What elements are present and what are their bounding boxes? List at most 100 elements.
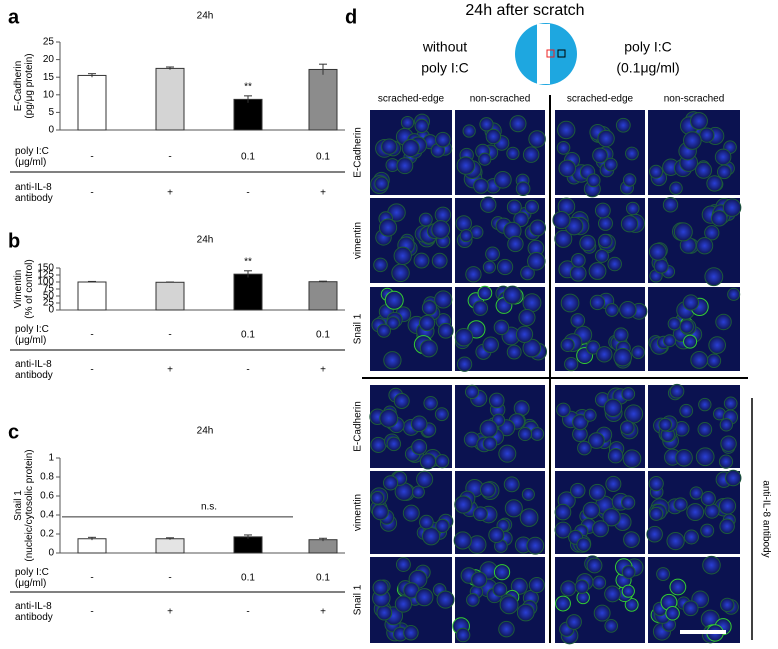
row-label: E-Cadherin <box>353 127 364 178</box>
nucleus <box>720 597 735 612</box>
nucleus <box>604 585 621 603</box>
nucleus <box>588 262 607 280</box>
nucleus <box>466 593 480 607</box>
row-label-line: antibody <box>15 370 53 381</box>
nucleus <box>376 604 393 621</box>
nucleus <box>663 334 677 348</box>
nucleus <box>530 427 545 441</box>
nucleus <box>556 402 571 418</box>
column-label: non-scrached <box>664 94 725 105</box>
nucleus <box>673 222 693 242</box>
nucleus <box>506 199 522 215</box>
nucleus <box>586 557 603 574</box>
row-label-line: antibody <box>15 193 53 204</box>
nucleus <box>372 579 389 596</box>
nucleus <box>597 215 614 231</box>
nucleus <box>378 218 398 237</box>
nucleus <box>477 285 493 301</box>
nucleus <box>666 531 685 551</box>
row-label-line: poly I:C <box>15 567 49 578</box>
row-cell: - <box>90 607 93 618</box>
nucleus <box>574 579 590 594</box>
nucleus <box>411 438 428 455</box>
y-axis-label-line: (nucleic/cytosolic protein) <box>24 449 35 561</box>
nucleus <box>393 246 412 265</box>
nucleus <box>431 220 451 239</box>
nucleus <box>411 485 425 499</box>
nucleus <box>521 487 535 501</box>
nucleus <box>400 115 415 130</box>
nucleus <box>622 449 642 469</box>
nucleus <box>682 294 700 311</box>
group-label: without <box>422 39 467 55</box>
scratch-icon-box <box>557 49 566 58</box>
nucleus <box>669 181 683 195</box>
nucleus <box>596 346 613 363</box>
row-label: poly I:C (μg/ml) <box>15 567 49 589</box>
nucleus <box>711 210 728 227</box>
nucleus <box>383 351 402 370</box>
row-cell: - <box>168 152 171 163</box>
row-cell: - <box>90 152 93 163</box>
nucleus <box>727 287 741 301</box>
side-label: anti-IL-8 antibody <box>760 480 771 557</box>
nucleus <box>603 157 618 172</box>
nucleus <box>683 131 702 150</box>
nucleus <box>631 345 645 360</box>
nucleus <box>714 148 732 166</box>
nucleus <box>560 337 575 352</box>
nucleus <box>419 339 438 358</box>
nucleus <box>656 567 670 581</box>
nucleus <box>493 319 510 336</box>
row-label: vimentin <box>353 494 364 531</box>
nucleus <box>577 440 592 456</box>
nucleus <box>499 595 519 615</box>
row-label-line: anti-IL-8 <box>15 182 52 193</box>
y-tick-label: 0.4 <box>40 510 54 521</box>
nucleus <box>620 215 639 233</box>
nucleus <box>720 435 737 452</box>
nucleus <box>582 501 600 519</box>
column-label: non-scrached <box>470 94 531 105</box>
nucleus <box>410 415 428 433</box>
nucleus <box>658 417 673 432</box>
nucleus <box>381 138 398 155</box>
scratch-icon-band <box>537 24 550 84</box>
row-label: anti-IL-8 antibody <box>15 182 53 204</box>
row-label-line: (μg/ml) <box>15 335 46 346</box>
nucleus <box>509 115 527 133</box>
nucleus <box>504 499 523 518</box>
nucleus <box>513 211 529 228</box>
row-cell: - <box>90 188 93 199</box>
nucleus <box>518 427 533 442</box>
nucleus <box>370 491 385 505</box>
nucleus <box>485 128 502 145</box>
row-label: vimentin <box>353 222 364 259</box>
nucleus <box>554 503 572 521</box>
nucleus <box>395 556 411 572</box>
nucleus <box>621 584 635 598</box>
nucleus <box>558 159 576 178</box>
nucleus <box>698 397 712 412</box>
nucleus <box>423 395 438 411</box>
nucleus <box>602 508 621 527</box>
nucleus <box>493 564 511 581</box>
nucleus <box>594 202 611 219</box>
nucleus <box>619 420 635 435</box>
nucleus <box>722 198 742 217</box>
row-label-line: poly I:C <box>15 146 49 157</box>
nucleus <box>376 323 391 338</box>
nucleus <box>419 514 434 530</box>
nucleus <box>524 199 540 214</box>
nucleus <box>528 577 545 594</box>
nucleus <box>603 398 623 418</box>
nucleus <box>649 164 664 179</box>
nucleus <box>510 577 528 595</box>
column-label: scrached-edge <box>567 94 634 105</box>
row-cell: + <box>320 607 326 618</box>
row-cell: - <box>90 573 93 584</box>
row-label-line: (μg/ml) <box>15 578 46 589</box>
row-label: anti-IL-8 antibody <box>15 601 53 623</box>
column-label: scrached-edge <box>378 94 445 105</box>
y-tick-label: 0 <box>48 125 54 136</box>
